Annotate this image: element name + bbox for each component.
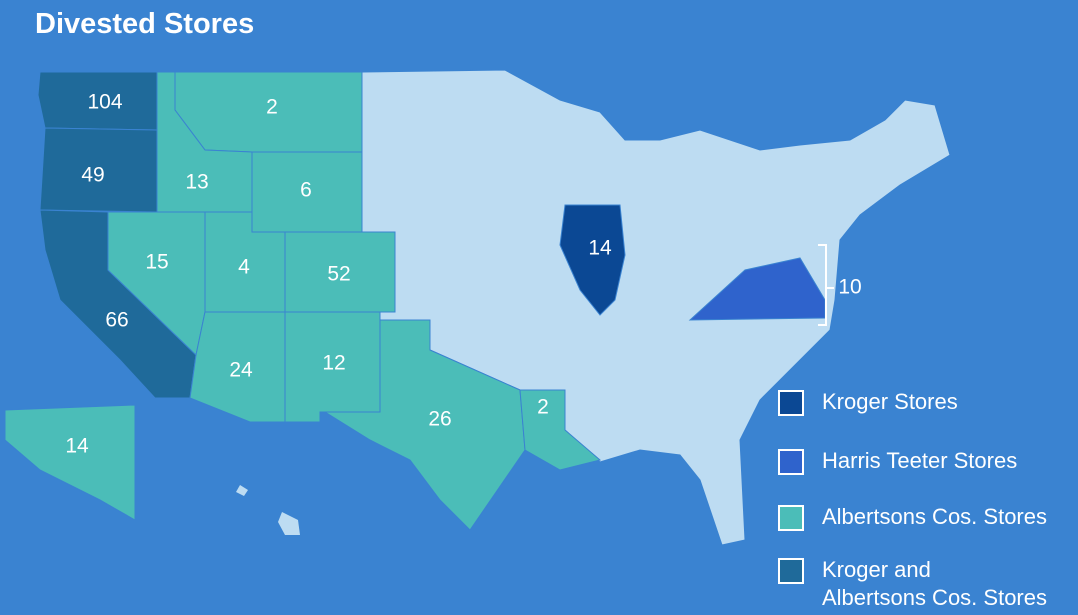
state-label: 49 (81, 164, 104, 187)
legend-text: Kroger and (822, 557, 931, 582)
state-label: 4 (238, 256, 250, 279)
legend-label: Albertsons Cos. Stores (822, 503, 1047, 531)
state (284, 231, 396, 313)
state-label: 13 (185, 171, 208, 194)
legend-label: Kroger and Albertsons Cos. Stores (822, 556, 1047, 612)
state (323, 319, 526, 531)
state-label: 2 (537, 396, 549, 419)
legend-label: Kroger Stores (822, 388, 958, 416)
state (284, 311, 381, 423)
legend-text: Albertsons Cos. Stores (822, 504, 1047, 529)
state-label: 26 (428, 408, 451, 431)
state-label: 6 (300, 179, 312, 202)
legend-item: Harris Teeter Stores (778, 447, 1017, 475)
legend-swatch (778, 390, 804, 416)
state-label: 10 (838, 276, 861, 299)
state-label: 14 (588, 237, 612, 260)
legend-text: Albertsons Cos. Stores (822, 585, 1047, 610)
legend-item: Kroger and Albertsons Cos. Stores (778, 556, 1047, 612)
legend-text: Harris Teeter Stores (822, 448, 1018, 473)
legend-item: Albertsons Cos. Stores (778, 503, 1047, 531)
hawaii (278, 512, 300, 535)
legend-swatch (778, 505, 804, 531)
state-label: 15 (145, 251, 168, 274)
state (688, 257, 826, 321)
state-label: 12 (322, 352, 345, 375)
state-label: 24 (229, 359, 253, 382)
state-label: 66 (105, 309, 128, 332)
legend-item: Kroger Stores (778, 388, 958, 416)
state (519, 389, 602, 471)
state (559, 204, 626, 316)
bracket (818, 244, 834, 326)
legend-text: Kroger Stores (822, 389, 958, 414)
legend-label: Harris Teeter Stores (822, 447, 1017, 475)
state-label: 14 (65, 435, 89, 458)
hawaii (236, 485, 248, 496)
state-label: 52 (327, 263, 350, 286)
state-label: 104 (87, 91, 122, 114)
state-label: 2 (266, 96, 278, 119)
legend-swatch (778, 558, 804, 584)
legend-swatch (778, 449, 804, 475)
page-title: Divested Stores (35, 8, 255, 40)
state (4, 404, 136, 521)
